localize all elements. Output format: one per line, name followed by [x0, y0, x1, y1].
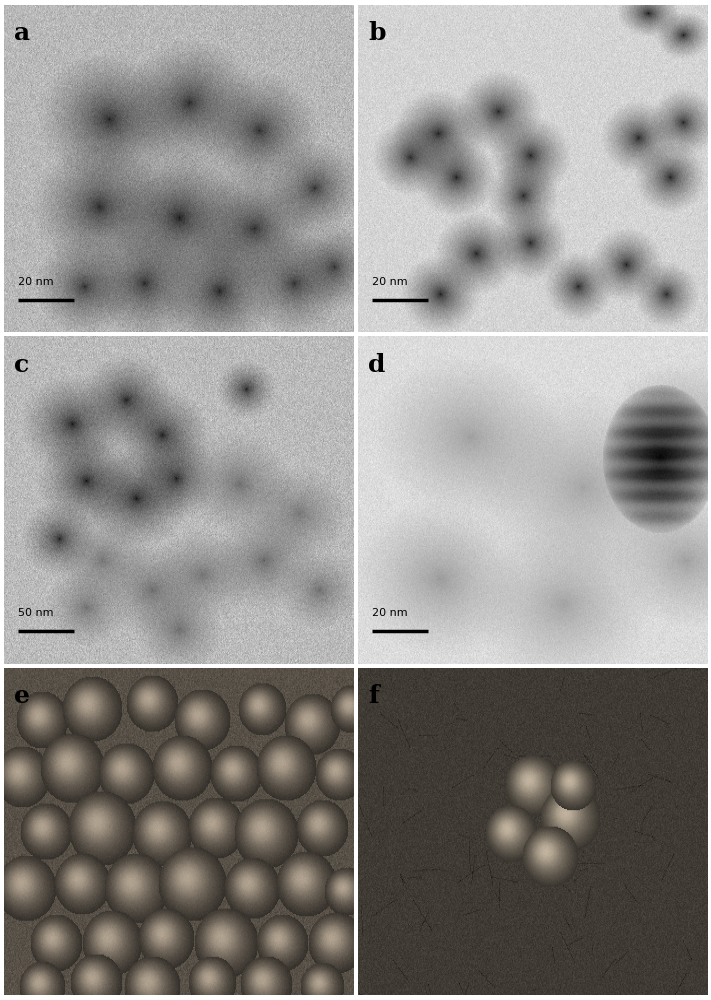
Text: 20 nm: 20 nm — [372, 608, 407, 618]
Text: d: d — [368, 353, 385, 377]
Text: f: f — [368, 684, 379, 708]
Text: e: e — [14, 684, 30, 708]
Text: a: a — [14, 21, 30, 45]
Text: c: c — [14, 353, 29, 377]
Text: 50 nm: 50 nm — [18, 608, 53, 618]
Text: 20 nm: 20 nm — [18, 277, 53, 287]
Text: b: b — [368, 21, 385, 45]
Text: 20 nm: 20 nm — [372, 277, 407, 287]
